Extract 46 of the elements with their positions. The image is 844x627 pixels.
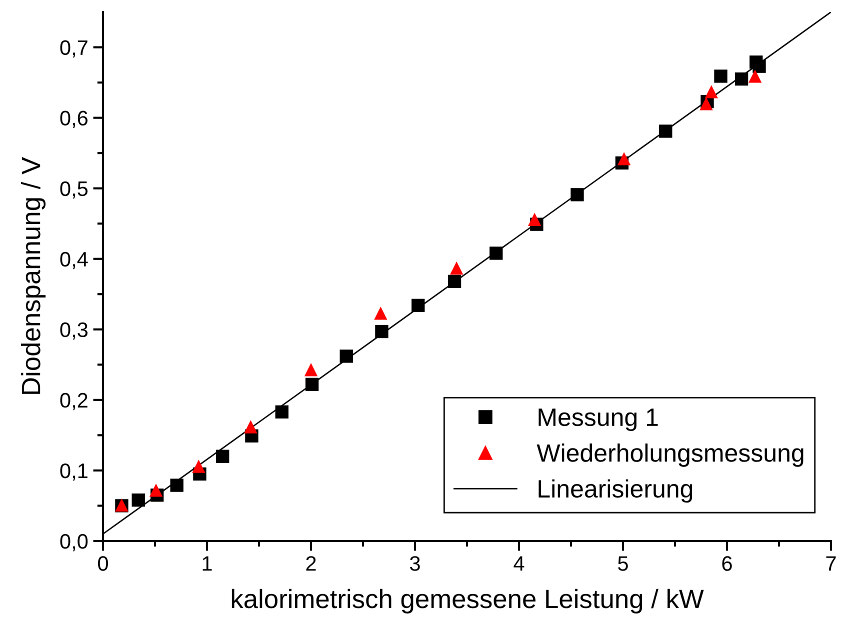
point xyxy=(340,350,353,363)
y-tick-label: 0,6 xyxy=(60,110,88,128)
point xyxy=(304,363,318,376)
point xyxy=(192,460,206,473)
x-tick-label: 0 xyxy=(98,556,108,571)
y-tick-label: 0,5 xyxy=(60,181,88,199)
point xyxy=(714,70,728,83)
y-tick-label: 0,3 xyxy=(60,322,88,340)
point xyxy=(374,306,388,320)
point xyxy=(305,378,319,392)
point xyxy=(170,478,184,492)
point xyxy=(149,484,163,497)
legend-label: Wiederholungsmessung xyxy=(536,444,804,467)
point xyxy=(132,494,145,507)
x-tick-label: 7 xyxy=(826,556,836,571)
y-tick-label: 0,4 xyxy=(60,252,88,270)
x-axis-title: kalorimetrisch gemessene Leistung / kW xyxy=(232,588,704,614)
y-tick-label: 0,2 xyxy=(60,392,88,410)
point xyxy=(490,246,503,260)
point xyxy=(275,405,288,419)
y-tick-label: 0,7 xyxy=(60,40,88,58)
point xyxy=(659,124,672,138)
y-tick-label: 0,0 xyxy=(60,534,88,552)
x-tick-label: 6 xyxy=(722,556,732,571)
y-tick-label: 0,1 xyxy=(60,463,88,481)
point xyxy=(448,274,462,288)
point xyxy=(570,188,584,202)
point xyxy=(704,85,718,98)
x-tick-label: 5 xyxy=(618,556,628,571)
y-axis-title: Diodenspannung / V xyxy=(20,157,46,394)
point xyxy=(528,212,542,226)
point xyxy=(450,261,464,275)
point xyxy=(748,70,762,83)
point xyxy=(752,60,766,73)
x-tick-label: 1 xyxy=(202,556,212,571)
x-tick-label: 2 xyxy=(306,556,316,571)
point xyxy=(244,420,258,434)
point xyxy=(617,152,631,166)
point xyxy=(216,450,230,463)
point xyxy=(412,298,425,312)
point xyxy=(375,324,388,338)
legend-label: Messung 1 xyxy=(538,408,658,432)
x-tick-label: 3 xyxy=(410,556,420,571)
point xyxy=(734,72,748,86)
x-tick-label: 4 xyxy=(514,556,524,571)
legend-label: Linearisierung xyxy=(538,479,692,503)
